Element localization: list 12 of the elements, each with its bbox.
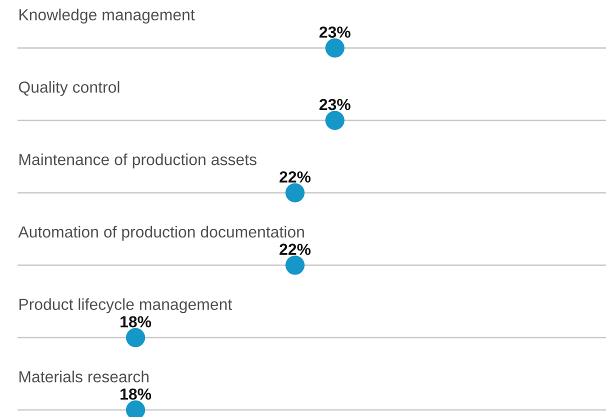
y-tick-label: Quality control bbox=[18, 81, 120, 96]
y-tick-label: Maintenance of production assets bbox=[19, 153, 256, 168]
y-tick-label: Materials research bbox=[19, 370, 149, 382]
data-label: 18% bbox=[120, 316, 152, 328]
y-tick-label: Product lifecycle management bbox=[19, 298, 232, 314]
data-label: 18% bbox=[120, 388, 152, 400]
data-label: 22% bbox=[280, 244, 311, 255]
data-label: 22% bbox=[280, 171, 311, 183]
data-label: 23% bbox=[319, 98, 350, 110]
y-tick-label: Knowledge management bbox=[19, 8, 195, 24]
data-label: 23% bbox=[319, 26, 350, 38]
y-tick-label: Automation of production documentation bbox=[18, 226, 304, 241]
